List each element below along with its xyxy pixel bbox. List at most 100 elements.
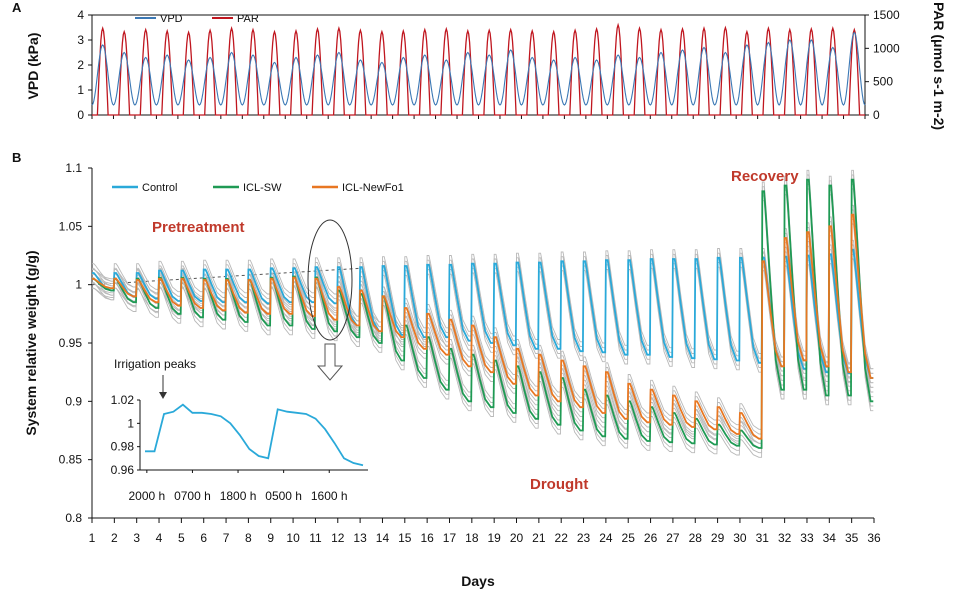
panel-b-xtick-label: 19 — [487, 531, 501, 545]
inset-x-ticks: 2000 h 0700 h 1800 h 0500 h 1600 h — [128, 470, 348, 503]
inset-ytick-label: 0.98 — [111, 440, 135, 454]
panel-a-letter: A — [12, 0, 22, 15]
panel-b-xtick-label: 1 — [89, 531, 96, 545]
panel-b-ytick-label: 1.1 — [65, 161, 82, 175]
panel-b-xtick-label: 16 — [420, 531, 434, 545]
panel-b-xtick-label: 33 — [800, 531, 814, 545]
panel-b-xtick-label: 5 — [178, 531, 185, 545]
legend-label-vpd: VPD — [160, 13, 183, 25]
inset-ytick-label: 1.02 — [111, 393, 135, 407]
panel-b-y-ticks: 0.8 0.85 0.9 0.95 1 1.05 1.1 — [59, 161, 92, 525]
inset-xtick-label: 1800 h — [220, 489, 257, 503]
inset-series — [145, 403, 364, 467]
panel-a-y2label: PAR (μmol s-1 m-2) — [931, 2, 947, 130]
panel-b-ytick-label: 0.8 — [65, 511, 82, 525]
legend-label-icl-sw: ICL-SW — [243, 182, 282, 194]
series-line-icl-newfo1 — [92, 213, 874, 440]
panel-a-right-ticks: 0 500 1000 1500 — [865, 8, 900, 122]
replicate-line-control — [92, 239, 874, 370]
panel-b-x-ticks: 1 2 3 4 5 6 7 8 9 10 11 12 13 14 15 16 17 18 19 20 21 22 23 24 2… — [89, 518, 881, 545]
replicate-line-icl-newfo1 — [92, 218, 874, 444]
panel-a-y2tick-label: 0 — [873, 108, 880, 122]
panel-a: 0 1 2 3 4 0 500 1000 1500 VPD (kPa) PAR (μmol s… — [25, 2, 947, 130]
panel-b-xtick-label: 9 — [267, 531, 274, 545]
panel-b-ytick-label: 1 — [75, 278, 82, 292]
series-line-icl-sw — [92, 178, 874, 449]
panel-b-xtick-label: 17 — [443, 531, 457, 545]
inset-ytick-label: 1 — [127, 416, 134, 430]
panel-b-xtick-label: 7 — [223, 531, 230, 545]
panel-b-xtick-label: 18 — [465, 531, 479, 545]
inset-series-line-control — [145, 403, 364, 467]
annotation-recovery: Recovery — [731, 168, 799, 185]
replicate-line-icl-newfo1 — [92, 204, 874, 430]
panel-b-ylabel: System relative weight (g/g) — [23, 250, 39, 435]
panel-a-legend: VPD PAR — [135, 13, 259, 25]
legend-label-control: Control — [142, 182, 177, 194]
panel-b-xlabel: Days — [461, 573, 495, 589]
panel-b-xtick-label: 21 — [532, 531, 546, 545]
panel-b-xtick-label: 28 — [689, 531, 703, 545]
panel-b-xtick-label: 26 — [644, 531, 658, 545]
panel-b-xtick-label: 6 — [200, 531, 207, 545]
panel-a-series-line-vpd — [91, 31, 866, 106]
panel-a-y2tick-label: 1500 — [873, 8, 900, 22]
panel-b-xtick-label: 12 — [331, 531, 345, 545]
legend-label-par: PAR — [237, 13, 259, 25]
series-line-control — [92, 248, 874, 379]
panel-b-ytick-label: 0.9 — [65, 394, 82, 408]
down-arrow-icon — [316, 343, 344, 381]
panel-b-letter: B — [12, 150, 21, 165]
panel-b-ytick-label: 0.85 — [59, 453, 83, 467]
panel-b-xtick-label: 2 — [111, 531, 118, 545]
annotation-pretreatment: Pretreatment — [152, 219, 245, 236]
panel-b-xtick-label: 30 — [733, 531, 747, 545]
inset-xtick-label: 2000 h — [128, 489, 165, 503]
panel-b-xtick-label: 22 — [555, 531, 569, 545]
inset-xtick-label: 1600 h — [311, 489, 348, 503]
panel-b-xtick-label: 24 — [599, 531, 613, 545]
inset-xtick-label: 0500 h — [265, 489, 302, 503]
inset-chart: Irrigation peaks 0.96 0.98 1 1.02 2000 h 070… — [111, 357, 368, 503]
panel-a-series-line-par — [92, 22, 865, 116]
panel-b-ytick-label: 1.05 — [59, 219, 83, 233]
panel-b-xtick-label: 13 — [353, 531, 367, 545]
panel-b-xtick-label: 15 — [398, 531, 412, 545]
panel-b-xtick-label: 23 — [577, 531, 591, 545]
panel-a-ytick-label: 0 — [77, 108, 84, 122]
panel-b-series — [91, 169, 874, 458]
panel-a-series — [91, 22, 866, 116]
inset-pointer-arrow-icon — [159, 392, 167, 399]
panel-b-xtick-label: 27 — [666, 531, 680, 545]
panel-a-ytick-label: 3 — [77, 33, 84, 47]
panel-b-xtick-label: 20 — [510, 531, 524, 545]
panel-b-xtick-label: 34 — [823, 531, 837, 545]
panel-a-ytick-label: 2 — [77, 58, 84, 72]
replicate-line-icl-sw — [92, 188, 874, 458]
panel-b-ytick-label: 0.95 — [59, 336, 83, 350]
panel-a-ytick-label: 4 — [77, 8, 84, 22]
panel-a-ytick-label: 1 — [77, 83, 84, 97]
highlight-ellipse — [307, 219, 353, 341]
panel-b-xtick-label: 35 — [845, 531, 859, 545]
panel-b-xtick-label: 11 — [309, 531, 322, 545]
panel-a-y2tick-label: 500 — [873, 75, 893, 89]
panel-b-legend: Control ICL-SW ICL-NewFo1 — [112, 182, 404, 194]
panel-a-y2tick-label: 1000 — [873, 41, 900, 55]
panel-b-xtick-label: 14 — [376, 531, 390, 545]
panel-b-xtick-label: 36 — [867, 531, 881, 545]
legend-label-icl-newfo1: ICL-NewFo1 — [342, 182, 404, 194]
annotation-drought: Drought — [530, 476, 588, 493]
panel-b-xtick-label: 29 — [711, 531, 725, 545]
panel-a-frame — [91, 14, 866, 116]
inset-ytick-label: 0.96 — [111, 463, 135, 477]
panel-b-xtick-label: 31 — [756, 531, 770, 545]
panel-b-xtick-label: 25 — [622, 531, 636, 545]
panel-b-xtick-label: 32 — [778, 531, 792, 545]
panel-b-xtick-label: 10 — [286, 531, 300, 545]
replicate-line-icl-newfo1 — [92, 209, 874, 435]
panel-b-xtick-label: 8 — [245, 531, 252, 545]
